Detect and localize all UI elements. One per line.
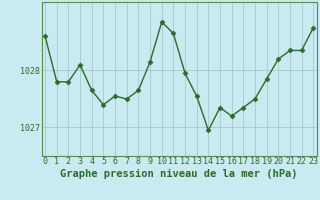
X-axis label: Graphe pression niveau de la mer (hPa): Graphe pression niveau de la mer (hPa): [60, 169, 298, 179]
